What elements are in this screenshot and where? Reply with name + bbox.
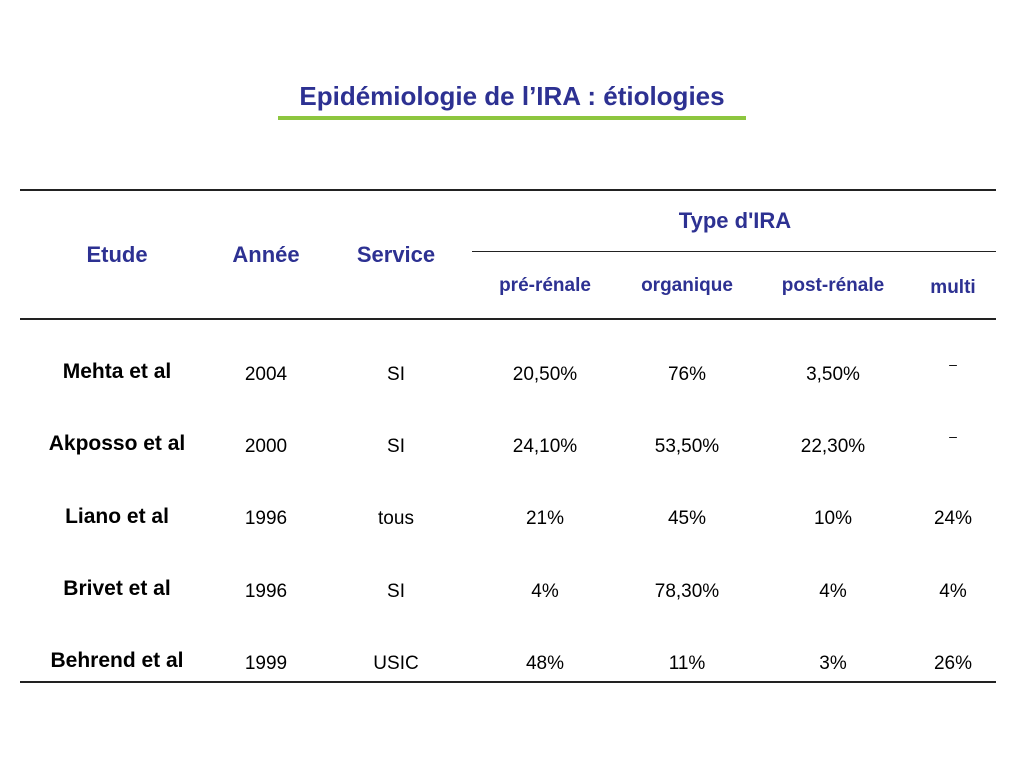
row-study: Mehta et al	[62, 360, 172, 383]
row-organique: 78,30%	[654, 581, 720, 602]
row-study: Behrend et al	[50, 649, 184, 672]
row-multi: 24%	[933, 508, 973, 529]
header-pre-renale: pré-rénale	[499, 275, 591, 296]
row-year: 2004	[244, 364, 288, 385]
row-study: Brivet et al	[63, 577, 171, 600]
row-service: tous	[378, 508, 414, 529]
header-multi: multi	[930, 277, 976, 298]
header-type-group: Type d'IRA	[678, 208, 792, 233]
row-post-renale: 3%	[819, 653, 847, 674]
header-post-renale: post-rénale	[781, 275, 885, 296]
header-organique: organique	[641, 275, 733, 296]
row-post-renale: 22,30%	[800, 436, 866, 457]
row-study: Liano et al	[65, 505, 169, 528]
row-organique: 53,50%	[654, 436, 720, 457]
row-organique: 76%	[667, 364, 707, 385]
row-service: USIC	[373, 653, 419, 674]
title-underline	[278, 116, 746, 120]
row-pre-renale: 20,50%	[512, 364, 578, 385]
row-pre-renale: 24,10%	[512, 436, 578, 457]
header-bottom-rule	[20, 318, 996, 320]
row-multi: –	[949, 428, 957, 444]
header-study: Etude	[86, 242, 148, 267]
page-title: Epidémiologie de l’IRA : étiologies	[299, 81, 725, 111]
row-service: SI	[387, 581, 405, 602]
row-pre-renale: 48%	[525, 653, 565, 674]
row-year: 1996	[244, 581, 288, 602]
row-post-renale: 10%	[813, 508, 853, 529]
row-post-renale: 3,50%	[806, 364, 860, 385]
row-post-renale: 4%	[819, 581, 847, 602]
row-multi: 26%	[933, 653, 973, 674]
row-pre-renale: 4%	[531, 581, 559, 602]
row-organique: 11%	[668, 653, 706, 674]
row-multi: –	[949, 356, 957, 372]
row-multi: 4%	[939, 581, 967, 602]
row-organique: 45%	[667, 508, 707, 529]
row-year: 1996	[244, 508, 288, 529]
row-service: SI	[387, 436, 405, 457]
header-service: Service	[356, 242, 436, 267]
row-pre-renale: 21%	[525, 508, 565, 529]
table-bottom-rule	[20, 681, 996, 683]
row-study: Akposso et al	[48, 432, 186, 455]
row-year: 1999	[244, 653, 288, 674]
row-service: SI	[387, 364, 405, 385]
row-year: 2000	[244, 436, 288, 457]
table-top-rule	[20, 189, 996, 191]
header-year: Année	[232, 242, 300, 267]
type-group-rule	[472, 251, 996, 252]
